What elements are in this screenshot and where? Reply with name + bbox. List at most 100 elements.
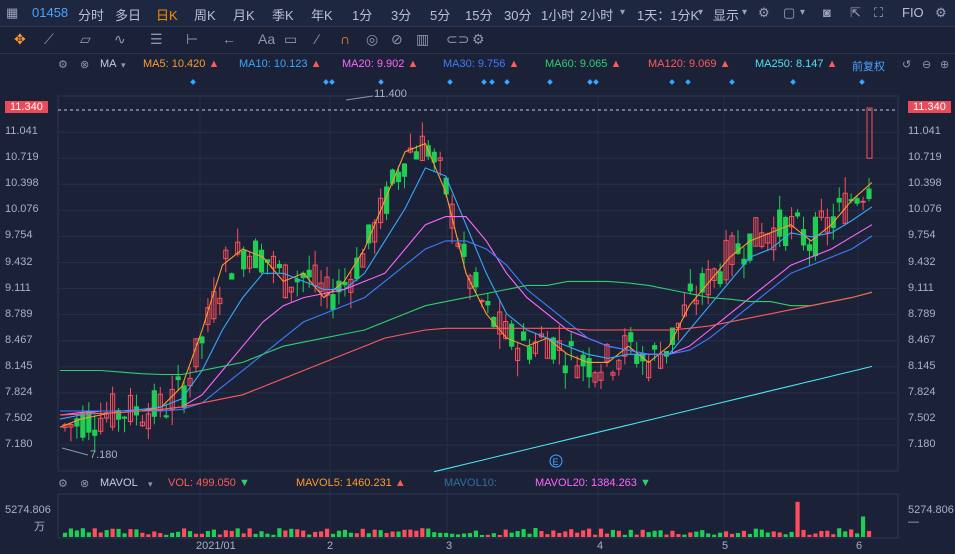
event-marker <box>593 79 599 85</box>
kline-chart[interactable]: E <box>0 75 955 540</box>
gear-icon[interactable]: ⚙ <box>758 5 770 20</box>
volume-bar <box>837 528 842 537</box>
candle-body <box>753 217 759 247</box>
volume-bar <box>855 533 860 537</box>
chevron-down-icon[interactable]: ▾ <box>620 7 626 18</box>
export-icon[interactable]: ⇱ <box>850 5 861 20</box>
chevron-down-icon[interactable]: ▾ <box>698 7 704 18</box>
candle-body <box>378 197 384 224</box>
tab-period-9[interactable]: 5分 <box>430 8 451 23</box>
fullscreen-icon[interactable]: ⛶ <box>874 5 884 20</box>
tab-period-4[interactable]: 月K <box>233 8 255 23</box>
chevron-down-icon[interactable]: ▾ <box>148 479 153 489</box>
measure-tool-icon[interactable]: ⊢ <box>186 31 199 47</box>
candle-body <box>794 212 801 217</box>
tab-period-13[interactable]: 2小时 <box>580 8 614 23</box>
candle-body <box>330 294 336 310</box>
chevron-down-icon[interactable]: ▾ <box>800 7 806 18</box>
x-label-0: 2021/01 <box>196 540 236 552</box>
grid-icon[interactable]: ▦ <box>6 5 19 20</box>
vol-unit-right: — <box>908 516 919 528</box>
tab-period-8[interactable]: 3分 <box>391 8 412 23</box>
plus-icon[interactable]: ⊕ <box>940 59 950 71</box>
magnet-icon[interactable]: ∩ <box>340 31 351 47</box>
ma-legend: ⚙ ⊗ MA ▾ MA5: 10.420 ▲ MA10: 10.123 ▲ MA… <box>0 55 955 75</box>
hide-icon[interactable]: ⊘ <box>391 31 403 47</box>
wave-tool-icon[interactable]: ∿ <box>114 31 126 47</box>
volume-bar <box>301 530 306 537</box>
mavol-label[interactable]: MAVOL <box>100 477 138 489</box>
tab-period-0[interactable]: 分时 <box>78 8 105 23</box>
tab-period-12[interactable]: 1小时 <box>541 8 575 23</box>
tab-period-1[interactable]: 多日 <box>115 8 142 23</box>
candle-body <box>121 416 128 419</box>
tab-period-10[interactable]: 15分 <box>465 8 493 23</box>
candle-body <box>395 171 402 183</box>
gear-icon[interactable]: ⚙ <box>58 478 68 490</box>
crosshair-icon[interactable]: ✥ <box>14 31 26 47</box>
tab-period-5[interactable]: 季K <box>272 8 294 23</box>
candle-body <box>699 273 705 293</box>
event-markers <box>190 79 865 85</box>
adjust-button[interactable]: 前复权 <box>852 61 885 73</box>
text-tool-icon[interactable]: Aa <box>258 31 276 47</box>
ma60-line <box>60 280 873 376</box>
tab-period-3[interactable]: 周K <box>194 8 216 23</box>
minus-icon[interactable]: ⊖ <box>922 59 932 71</box>
ma-label[interactable]: MA <box>100 58 117 70</box>
link-icon[interactable]: ⊂⊃ <box>446 31 470 47</box>
fio-button[interactable]: FIO <box>902 5 924 20</box>
fib-tool-icon[interactable]: ☰ <box>150 31 163 47</box>
tab-period-2[interactable]: 日K <box>156 8 178 23</box>
volume-bar <box>575 532 580 537</box>
undo-icon[interactable]: ↺ <box>902 59 912 71</box>
settings-icon[interactable]: ⚙ <box>935 5 947 20</box>
volume-bar <box>342 529 347 537</box>
chevron-down-icon[interactable]: ▾ <box>121 60 126 70</box>
close-icon[interactable]: ⊗ <box>80 478 90 490</box>
tab-period-6[interactable]: 年K <box>311 8 333 23</box>
close-icon[interactable]: ⊗ <box>80 59 90 71</box>
event-marker <box>669 79 675 85</box>
channel-tool-icon[interactable]: ▱ <box>80 31 91 47</box>
price-tick-left: 10.076 <box>5 203 39 216</box>
candle-body <box>223 249 229 260</box>
volume-bar <box>694 531 699 537</box>
candle-body <box>115 409 122 420</box>
arrow-tool-icon[interactable]: ← <box>222 31 236 47</box>
candle-body <box>241 250 247 270</box>
volume-bar <box>86 532 91 537</box>
line-tool-icon[interactable]: ⟋ <box>44 31 54 47</box>
volume-pane-border <box>57 493 899 539</box>
volume-bar <box>533 528 538 537</box>
candle-body <box>723 239 729 281</box>
display-menu[interactable]: 显示 <box>713 8 740 23</box>
volume-legend: ⚙ ⊗ MAVOL ▾ VOL: 499.050 ▼ MAVOL5: 1460.… <box>0 474 955 492</box>
candle-body <box>68 424 74 428</box>
comment-icon[interactable]: ▭ <box>284 31 298 47</box>
volume-bar <box>277 528 282 537</box>
volume-bar <box>330 533 336 537</box>
chevron-down-icon[interactable]: ▾ <box>742 7 748 18</box>
square-icon[interactable]: ▢ <box>783 5 796 20</box>
candle-body <box>497 311 503 335</box>
period-select[interactable]: 1天：1分K <box>637 8 700 23</box>
gear-icon[interactable]: ⚙ <box>58 59 68 71</box>
price-tick-right: 8.789 <box>908 307 936 320</box>
event-marker <box>587 79 593 85</box>
camera-icon[interactable]: ◙ <box>823 5 831 20</box>
candle-body <box>532 341 539 354</box>
gear-icon[interactable]: ⚙ <box>472 31 485 47</box>
pencil-icon[interactable]: ∕ <box>316 31 319 47</box>
candle-body <box>592 372 598 383</box>
trash-icon[interactable]: ▥ <box>416 31 430 47</box>
candle-body <box>800 229 807 246</box>
tab-period-11[interactable]: 30分 <box>504 8 532 23</box>
tab-period-7[interactable]: 1分 <box>352 8 373 23</box>
lock-icon[interactable]: ◎ <box>366 31 379 47</box>
event-e-icon <box>549 454 563 468</box>
stock-code[interactable]: 01458 <box>32 5 69 20</box>
volume-bar <box>634 534 639 537</box>
candle-body <box>360 253 366 268</box>
volume-bar <box>378 530 383 537</box>
